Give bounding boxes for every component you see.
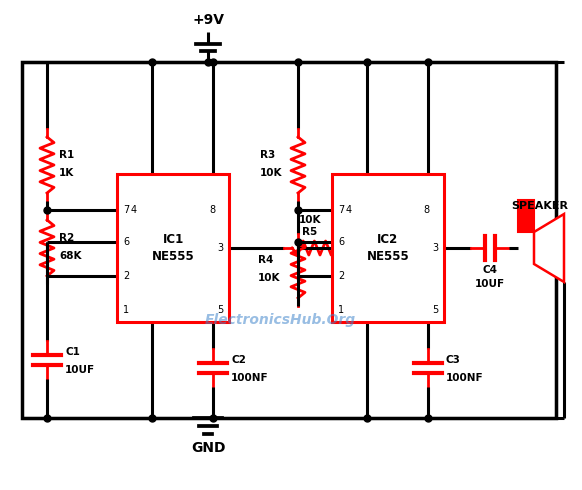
Text: 6: 6 xyxy=(123,237,129,247)
Text: C2: C2 xyxy=(231,355,246,365)
Text: R3: R3 xyxy=(260,150,275,160)
Text: 1K: 1K xyxy=(59,168,74,178)
Text: R4: R4 xyxy=(258,255,274,265)
Text: R2: R2 xyxy=(59,233,74,243)
Text: NE555: NE555 xyxy=(367,249,409,263)
Text: 3: 3 xyxy=(432,243,438,253)
Text: 10UF: 10UF xyxy=(475,279,505,289)
Text: +9V: +9V xyxy=(192,13,224,27)
Text: IC2: IC2 xyxy=(377,234,399,246)
Text: 4: 4 xyxy=(131,205,137,215)
Bar xyxy=(332,174,444,322)
Text: 100NF: 100NF xyxy=(231,373,269,383)
Text: 2: 2 xyxy=(123,271,129,281)
Text: C4: C4 xyxy=(482,265,498,275)
Text: 3: 3 xyxy=(217,243,223,253)
Text: 5: 5 xyxy=(432,305,438,315)
Text: C1: C1 xyxy=(65,347,80,357)
Text: 5: 5 xyxy=(217,305,223,315)
Text: 7: 7 xyxy=(123,205,129,215)
Text: 8: 8 xyxy=(424,205,430,215)
Text: ElectronicsHub.Org: ElectronicsHub.Org xyxy=(204,313,356,327)
Text: SPEAKER: SPEAKER xyxy=(512,201,569,211)
Text: 68K: 68K xyxy=(59,251,81,261)
Text: R1: R1 xyxy=(59,150,74,160)
Text: 4: 4 xyxy=(346,205,352,215)
Text: R5: R5 xyxy=(303,227,318,237)
Text: 10K: 10K xyxy=(260,168,282,178)
Text: 7: 7 xyxy=(338,205,344,215)
Text: 100NF: 100NF xyxy=(446,373,484,383)
Polygon shape xyxy=(534,214,564,282)
Text: 6: 6 xyxy=(338,237,344,247)
Text: 10K: 10K xyxy=(258,273,281,283)
Text: C3: C3 xyxy=(446,355,461,365)
Text: 10UF: 10UF xyxy=(65,365,95,375)
Text: 1: 1 xyxy=(338,305,344,315)
Bar xyxy=(22,62,556,418)
Text: 10K: 10K xyxy=(299,215,321,225)
Text: 1: 1 xyxy=(123,305,129,315)
Bar xyxy=(518,200,534,232)
Text: IC1: IC1 xyxy=(162,234,184,246)
Bar xyxy=(117,174,229,322)
Text: GND: GND xyxy=(191,441,225,455)
Text: NE555: NE555 xyxy=(152,249,194,263)
Text: 2: 2 xyxy=(338,271,344,281)
Text: 8: 8 xyxy=(209,205,215,215)
